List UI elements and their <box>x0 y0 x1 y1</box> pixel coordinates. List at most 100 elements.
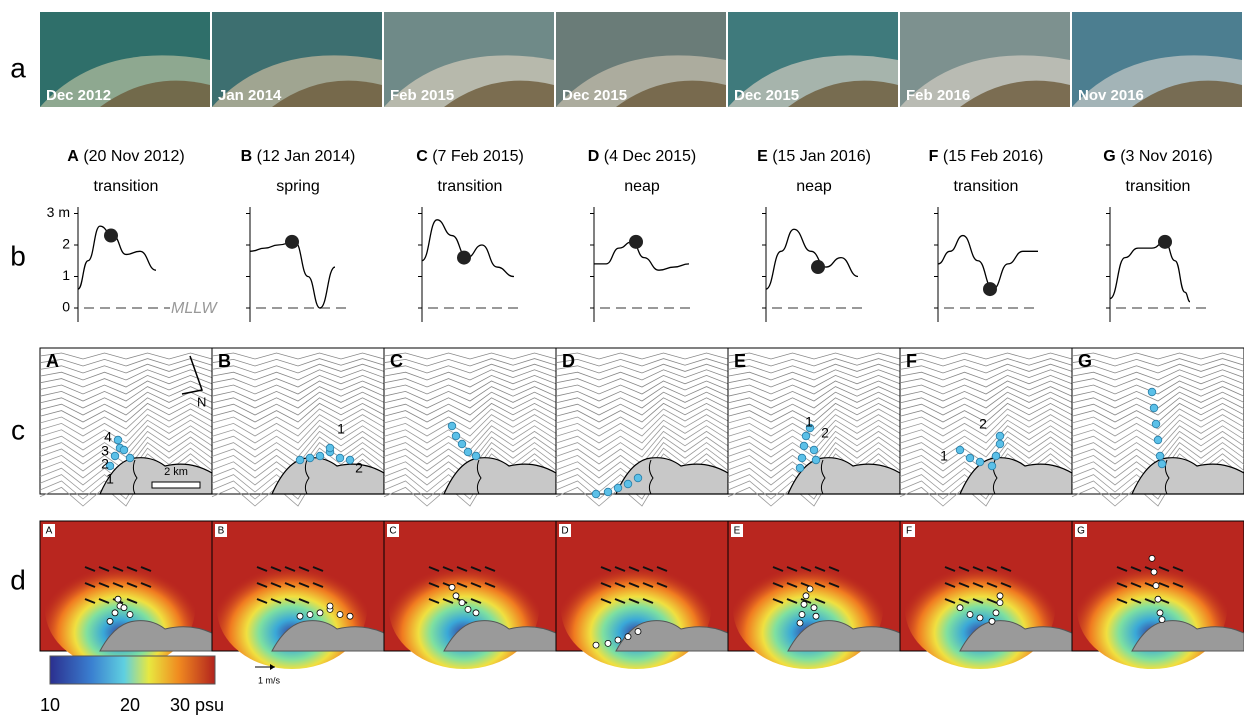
track-label: 4 <box>104 429 112 445</box>
model-letter: D <box>561 526 568 537</box>
sample-point <box>120 446 128 454</box>
model-sample <box>121 605 127 611</box>
row-label: c <box>11 414 25 445</box>
tide-dot <box>285 235 299 249</box>
panel-letter: C <box>416 148 428 165</box>
sample-point <box>956 446 964 454</box>
sample-point <box>966 454 974 462</box>
tide-curve <box>766 229 858 289</box>
track-label: 1 <box>337 421 345 437</box>
sample-point <box>1150 404 1158 412</box>
tide-phase: transition <box>94 178 159 195</box>
scale-bar <box>152 482 200 488</box>
model-sample <box>967 612 973 618</box>
panel: Dec 2012A (20 Nov 2012)transition3 m210M… <box>40 12 219 669</box>
track-label: 1 <box>106 471 114 487</box>
model-sample <box>807 586 813 592</box>
tide-dot <box>983 282 997 296</box>
panel-letter: E <box>757 148 768 165</box>
model-sample <box>1151 569 1157 575</box>
photo-label: Dec 2015 <box>734 87 799 104</box>
sample-point <box>111 452 119 460</box>
map-letter: E <box>734 351 746 371</box>
sample-point <box>296 456 304 464</box>
photo-label: Nov 2016 <box>1078 87 1144 104</box>
model-sample <box>107 618 113 624</box>
tide-phase: transition <box>438 178 503 195</box>
caption: A (20 Nov 2012) <box>67 148 184 165</box>
panel-date: (15 Feb 2016) <box>943 148 1044 165</box>
photo-label: Feb 2016 <box>906 87 970 104</box>
tide-phase: neap <box>624 178 660 195</box>
panel: Dec 2015 D (4 Dec 2015) neap D D <box>556 12 728 669</box>
tide-curve <box>422 220 514 277</box>
map-letter: G <box>1078 351 1092 371</box>
panel-letter: F <box>929 148 939 165</box>
tide-dot <box>629 235 643 249</box>
panel-letter: A <box>67 148 79 165</box>
row-label: a <box>10 52 26 83</box>
tide-dot <box>811 260 825 274</box>
photo-label: Jan 2014 <box>218 87 282 104</box>
caption: C (7 Feb 2015) <box>416 148 524 165</box>
sample-point <box>346 456 354 464</box>
tick-label: 2 <box>62 236 70 252</box>
panel: Jan 2014B (12 Jan 2014)spring12BB <box>212 12 384 669</box>
model-sample <box>997 593 1003 599</box>
colorbar <box>50 656 215 684</box>
model-sample <box>997 600 1003 606</box>
tide-phase: transition <box>954 178 1019 195</box>
sample-point <box>810 446 818 454</box>
sample-point <box>634 474 642 482</box>
colorbar-label: 30 psu <box>170 695 224 715</box>
tick-label: 1 <box>62 267 70 283</box>
model-letter: F <box>906 526 912 537</box>
sample-point <box>812 456 820 464</box>
panel: Nov 2016G (3 Nov 2016)transitionGG <box>1072 12 1244 669</box>
model-sample <box>347 613 353 619</box>
sample-point <box>1154 436 1162 444</box>
model-sample <box>801 601 807 607</box>
model-sample <box>337 612 343 618</box>
tide-dot <box>104 229 118 243</box>
panel-letter: D <box>588 148 600 165</box>
model-sample <box>803 593 809 599</box>
panel-letter: G <box>1103 148 1115 165</box>
north-label: N <box>197 394 206 409</box>
model-sample <box>625 634 631 640</box>
tick-label: 3 m <box>47 204 70 220</box>
panel-date: (15 Jan 2016) <box>772 148 871 165</box>
sample-point <box>1158 460 1166 468</box>
sample-point <box>614 484 622 492</box>
sample-point <box>452 432 460 440</box>
photo-label: Dec 2015 <box>562 87 627 104</box>
model-sample <box>453 593 459 599</box>
model-sample <box>635 629 641 635</box>
model-sample <box>593 642 599 648</box>
tide-phase: neap <box>796 178 832 195</box>
sample-point <box>976 458 984 466</box>
map-letter: D <box>562 351 575 371</box>
model-letter: B <box>218 526 225 537</box>
panel: Feb 2015 C (7 Feb 2015) transition C C <box>384 12 556 669</box>
photo-label: Feb 2015 <box>390 87 454 104</box>
panel-letter: B <box>241 148 253 165</box>
sample-point <box>472 452 480 460</box>
model-sample <box>317 610 323 616</box>
model-sample <box>327 603 333 609</box>
model-sample <box>1149 555 1155 561</box>
tick-label: 0 <box>62 299 70 315</box>
tide-phase: transition <box>1126 178 1191 195</box>
sample-point <box>988 462 996 470</box>
figure: abcdDec 2012A (20 Nov 2012)transition3 m… <box>0 0 1244 717</box>
panel-date: (12 Jan 2014) <box>257 148 356 165</box>
photo-label: Dec 2012 <box>46 87 111 104</box>
panel-date: (4 Dec 2015) <box>604 148 697 165</box>
model-sample <box>799 612 805 618</box>
sample-point <box>458 440 466 448</box>
model-sample <box>465 606 471 612</box>
model-letter: C <box>389 526 396 537</box>
sample-point <box>126 454 134 462</box>
map-letter: A <box>46 351 59 371</box>
model-sample <box>473 610 479 616</box>
